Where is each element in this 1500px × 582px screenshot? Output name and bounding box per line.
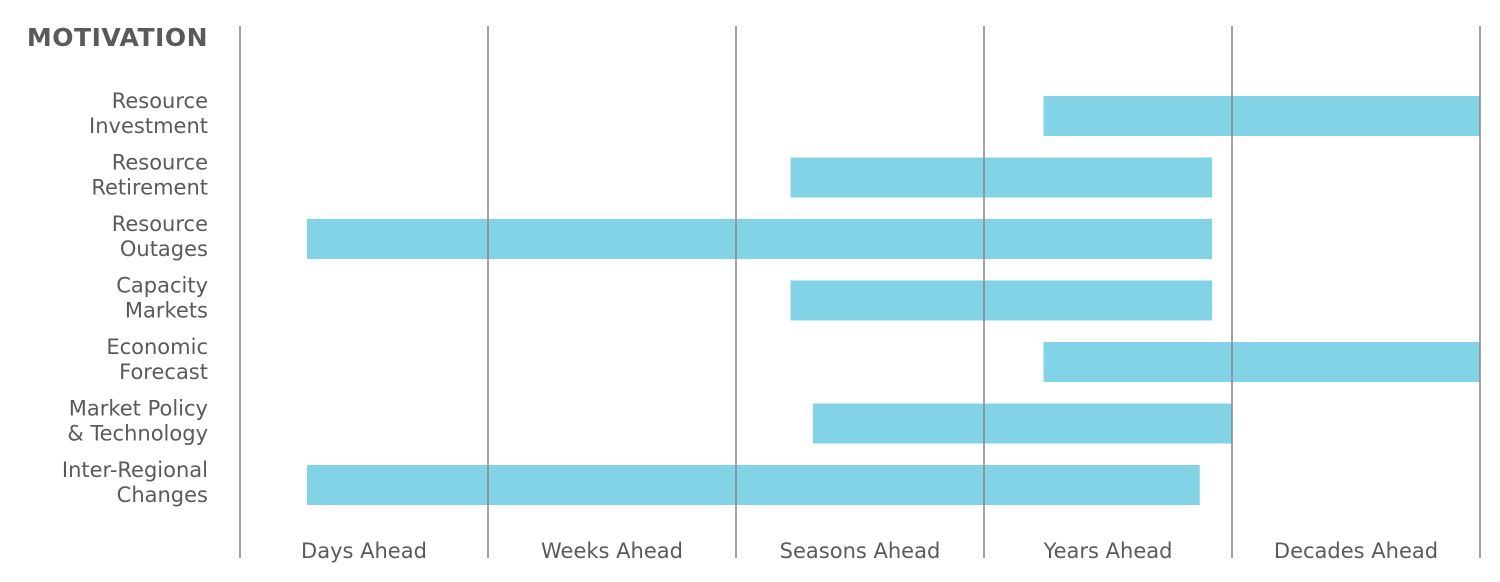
row-label: Resource Outages	[112, 212, 208, 261]
chart-title: MOTIVATION	[27, 23, 208, 52]
row-label: Resource Investment	[89, 89, 208, 138]
row-label: Resource Retirement	[91, 151, 208, 200]
row-label: Capacity Markets	[116, 274, 208, 323]
column-label: Years Ahead	[1043, 539, 1173, 563]
range-bar	[790, 157, 1213, 198]
range-bar	[790, 280, 1213, 321]
row-label: Inter-Regional Changes	[62, 458, 208, 507]
range-bar	[1043, 342, 1480, 382]
grid-lines	[239, 26, 1481, 558]
column-label: Seasons Ahead	[780, 539, 941, 563]
column-label: Decades Ahead	[1274, 539, 1438, 563]
column-label: Weeks Ahead	[541, 539, 683, 563]
row-label: Economic Forecast	[106, 335, 208, 384]
range-bar	[306, 465, 1200, 505]
range-bar	[1043, 96, 1480, 136]
column-labels: Days Ahead Weeks Ahead Seasons Ahead Years …	[301, 539, 1438, 563]
row-label: Market Policy & Technology	[67, 397, 208, 446]
row-labels: Resource Investment Resource Retirement Reso…	[62, 89, 208, 507]
range-bars	[306, 96, 1480, 505]
range-bar	[306, 219, 1213, 259]
range-bar	[812, 403, 1232, 444]
column-label: Days Ahead	[301, 539, 427, 563]
